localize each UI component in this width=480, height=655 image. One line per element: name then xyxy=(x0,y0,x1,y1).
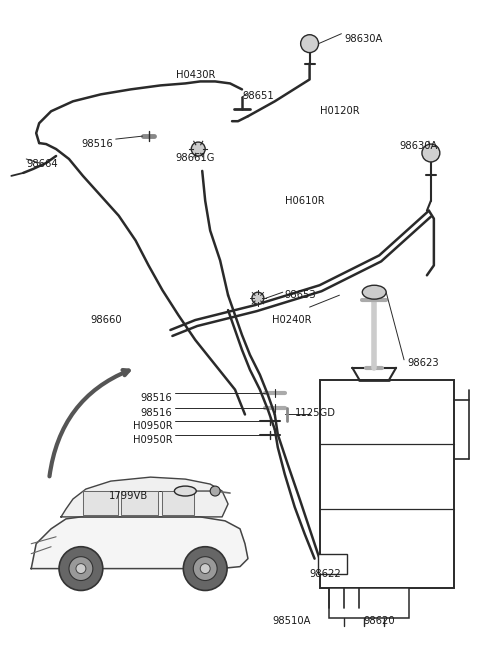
Polygon shape xyxy=(162,491,194,515)
Text: 98620: 98620 xyxy=(363,616,395,626)
Text: 1799VB: 1799VB xyxy=(109,491,148,501)
Circle shape xyxy=(76,563,86,574)
Text: 98623: 98623 xyxy=(407,358,439,368)
Ellipse shape xyxy=(174,486,196,496)
Circle shape xyxy=(422,144,440,162)
Text: 98510A: 98510A xyxy=(273,616,311,626)
Text: 98651: 98651 xyxy=(242,92,274,102)
Text: H0430R: H0430R xyxy=(176,69,215,79)
Ellipse shape xyxy=(362,285,386,299)
Text: 98622: 98622 xyxy=(310,569,341,578)
Circle shape xyxy=(252,292,264,304)
Circle shape xyxy=(210,486,220,496)
Circle shape xyxy=(183,547,227,590)
Polygon shape xyxy=(61,477,228,517)
Text: 98661G: 98661G xyxy=(175,153,215,163)
Bar xyxy=(318,553,348,574)
Text: H0950R: H0950R xyxy=(133,421,172,432)
Text: H0120R: H0120R xyxy=(320,106,359,117)
Text: 1125GD: 1125GD xyxy=(295,407,336,417)
Circle shape xyxy=(200,563,210,574)
Text: H0950R: H0950R xyxy=(133,436,172,445)
Text: 98660: 98660 xyxy=(91,315,122,325)
Circle shape xyxy=(69,557,93,580)
Text: H0610R: H0610R xyxy=(285,196,324,206)
Text: 98630A: 98630A xyxy=(344,33,383,44)
Bar xyxy=(329,588,409,618)
Text: H0240R: H0240R xyxy=(272,315,312,325)
Text: 98516: 98516 xyxy=(81,139,113,149)
Text: 98516: 98516 xyxy=(141,392,172,403)
Polygon shape xyxy=(83,491,118,515)
Text: 98664: 98664 xyxy=(26,159,58,169)
Bar xyxy=(320,380,454,588)
Text: 98653: 98653 xyxy=(285,290,316,300)
Circle shape xyxy=(192,142,205,156)
Circle shape xyxy=(59,547,103,590)
Circle shape xyxy=(300,35,319,52)
Polygon shape xyxy=(120,491,158,515)
Circle shape xyxy=(193,557,217,580)
Text: 98516: 98516 xyxy=(141,407,172,417)
Polygon shape xyxy=(31,517,248,569)
Text: 98630A: 98630A xyxy=(399,141,437,151)
